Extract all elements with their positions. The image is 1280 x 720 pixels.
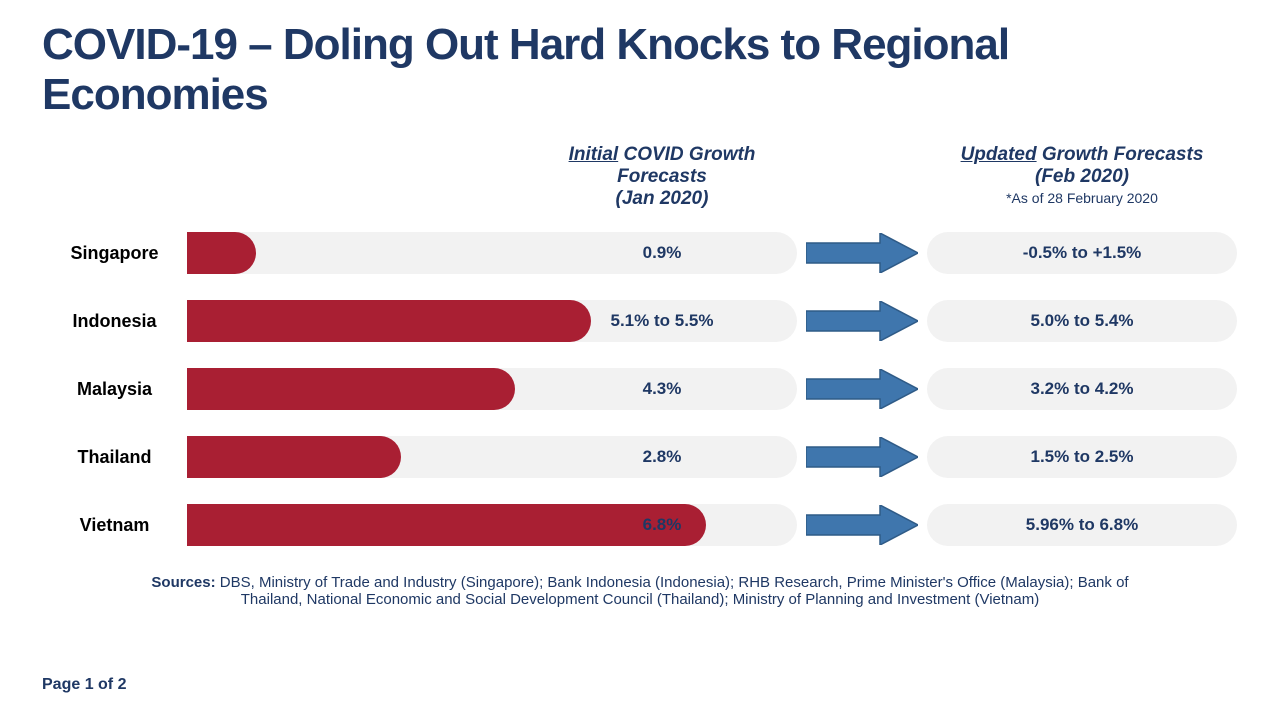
arrow-cell: [797, 301, 927, 341]
country-label: Thailand: [42, 447, 187, 468]
header-initial-rest: COVID Growth Forecasts: [617, 144, 755, 187]
updated-value: 5.96% to 6.8%: [1026, 515, 1138, 535]
rows-container: Singapore 0.9% -0.5% to +1.5% Indonesia 5.1…: [42, 228, 1238, 550]
initial-value: 6.8%: [527, 504, 797, 546]
header-initial-sub: (Jan 2020): [527, 188, 797, 210]
updated-value: 3.2% to 4.2%: [1031, 379, 1134, 399]
bar-track: 6.8%: [187, 504, 797, 546]
updated-value: 5.0% to 5.4%: [1031, 311, 1134, 331]
arrow-cell: [797, 233, 927, 273]
page-title: COVID-19 – Doling Out Hard Knocks to Reg…: [42, 20, 1238, 120]
bar-track: 2.8%: [187, 436, 797, 478]
slide-page: COVID-19 – Doling Out Hard Knocks to Reg…: [0, 0, 1280, 720]
header-initial: Initial COVID Growth Forecasts (Jan 2020…: [527, 144, 797, 210]
country-label: Vietnam: [42, 515, 187, 536]
bar-track: 5.1% to 5.5%: [187, 300, 797, 342]
updated-value: 1.5% to 2.5%: [1031, 447, 1134, 467]
arrow-icon: [806, 437, 918, 477]
arrow-icon: [806, 301, 918, 341]
arrow-cell: [797, 437, 927, 477]
bar-fill: [187, 232, 256, 274]
header-updated-note: *As of 28 February 2020: [927, 190, 1237, 206]
page-number: Page 1 of 2: [42, 676, 126, 694]
bar-fill: [187, 368, 515, 410]
arrow-cell: [797, 369, 927, 409]
data-row: Singapore 0.9% -0.5% to +1.5%: [42, 228, 1238, 278]
header-updated-prefix: Updated: [961, 144, 1037, 165]
data-row: Malaysia 4.3% 3.2% to 4.2%: [42, 364, 1238, 414]
initial-value: 0.9%: [527, 232, 797, 274]
header-initial-prefix: Initial: [569, 144, 619, 165]
header-updated: Updated Growth Forecasts (Feb 2020) *As …: [927, 144, 1237, 206]
header-updated-rest: Growth Forecasts: [1037, 144, 1204, 165]
country-label: Malaysia: [42, 379, 187, 400]
initial-value: 5.1% to 5.5%: [527, 300, 797, 342]
header-updated-sub: (Feb 2020): [927, 166, 1237, 188]
data-row: Vietnam 6.8% 5.96% to 6.8%: [42, 500, 1238, 550]
bar-fill: [187, 436, 401, 478]
updated-value: -0.5% to +1.5%: [1023, 243, 1142, 263]
initial-value: 4.3%: [527, 368, 797, 410]
updated-track: 1.5% to 2.5%: [927, 436, 1237, 478]
country-label: Indonesia: [42, 311, 187, 332]
column-headers: Initial COVID Growth Forecasts (Jan 2020…: [42, 144, 1238, 210]
arrow-icon: [806, 233, 918, 273]
bar-track: 4.3%: [187, 368, 797, 410]
arrow-icon: [806, 369, 918, 409]
updated-track: 5.0% to 5.4%: [927, 300, 1237, 342]
sources-label: Sources:: [151, 574, 219, 591]
country-label: Singapore: [42, 243, 187, 264]
data-row: Indonesia 5.1% to 5.5% 5.0% to 5.4%: [42, 296, 1238, 346]
sources: Sources: DBS, Ministry of Trade and Indu…: [42, 574, 1238, 608]
arrow-cell: [797, 505, 927, 545]
bar-track: 0.9%: [187, 232, 797, 274]
sources-text: DBS, Ministry of Trade and Industry (Sin…: [220, 574, 1129, 608]
initial-value: 2.8%: [527, 436, 797, 478]
updated-track: 5.96% to 6.8%: [927, 504, 1237, 546]
updated-track: 3.2% to 4.2%: [927, 368, 1237, 410]
data-row: Thailand 2.8% 1.5% to 2.5%: [42, 432, 1238, 482]
updated-track: -0.5% to +1.5%: [927, 232, 1237, 274]
arrow-icon: [806, 505, 918, 545]
